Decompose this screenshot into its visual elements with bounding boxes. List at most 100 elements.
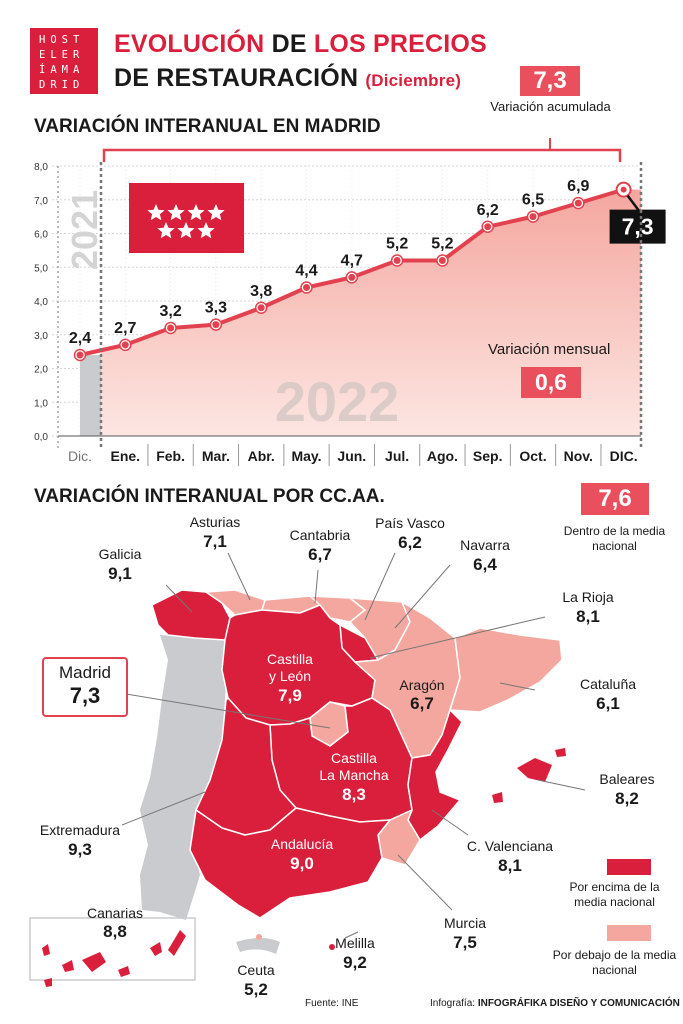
page-title-line2: DE RESTAURACIÓN (Diciembre) bbox=[114, 64, 461, 93]
y-tick-label: 8,0 bbox=[34, 162, 48, 173]
region-name: Murcia bbox=[443, 915, 486, 931]
region-ceuta bbox=[256, 934, 262, 940]
logo-text: DRID bbox=[39, 79, 85, 91]
credit-text: Infografía: INFOGRÁFIKA DISEÑO Y COMUNIC… bbox=[430, 998, 680, 1009]
region-name: Melilla bbox=[335, 935, 375, 951]
y-tick-label: 7,0 bbox=[34, 196, 48, 207]
region-name: Baleares bbox=[599, 771, 655, 787]
flag-star-icon bbox=[207, 204, 225, 221]
data-label: 4,7 bbox=[341, 252, 363, 269]
page-title-line1: EVOLUCIÓN DE LOS PRECIOS bbox=[114, 30, 487, 59]
region-value: 7,3 bbox=[69, 683, 101, 708]
data-label: 6,5 bbox=[522, 192, 544, 209]
map-label-castilla-la-mancha: Castilla bbox=[331, 750, 377, 766]
region-value: 9,0 bbox=[290, 854, 314, 873]
region-value: 5,2 bbox=[244, 980, 268, 999]
region-c-valenciana bbox=[407, 709, 463, 841]
region-value: 8,2 bbox=[615, 789, 639, 808]
data-label: 6,2 bbox=[477, 202, 499, 219]
region-value: 6,2 bbox=[398, 533, 422, 552]
y-tick-label: 1,0 bbox=[34, 398, 48, 409]
region-name: Navarra bbox=[460, 537, 510, 553]
region-value: 6,1 bbox=[596, 694, 620, 713]
data-label: 5,2 bbox=[431, 236, 453, 253]
chart-area-2022 bbox=[101, 189, 641, 436]
hosteleria-madrid-logo: HOST ELER ÍAMA DRID bbox=[30, 28, 98, 94]
last-value-pointer bbox=[626, 194, 641, 213]
title-word: DE RESTAURACIÓN bbox=[114, 64, 359, 92]
region-value: 9,3 bbox=[68, 840, 92, 859]
region-name: C. Valenciana bbox=[466, 838, 554, 854]
data-label: 3,2 bbox=[159, 303, 181, 320]
data-point-core bbox=[348, 273, 356, 281]
data-label: 3,3 bbox=[205, 300, 227, 317]
x-tick-label: Nov. bbox=[564, 448, 593, 464]
x-tick-label: Oct. bbox=[519, 448, 546, 464]
x-tick-label: Feb. bbox=[156, 448, 185, 464]
data-label: 2,7 bbox=[114, 320, 136, 337]
flag-star-icon bbox=[187, 204, 205, 221]
x-tick-label: Sep. bbox=[473, 448, 503, 464]
region-name: Cataluña bbox=[579, 676, 637, 692]
region-value: 6,4 bbox=[473, 555, 497, 574]
region-value: 7,5 bbox=[453, 933, 477, 952]
data-point-core bbox=[484, 223, 492, 231]
data-point-core bbox=[212, 321, 220, 329]
data-label: 2,4 bbox=[69, 330, 91, 347]
year-2021-label: 2021 bbox=[64, 190, 105, 270]
x-tick-label: Abr. bbox=[248, 448, 275, 464]
region-value: 7,9 bbox=[278, 686, 302, 705]
x-tick-label: Jul. bbox=[385, 448, 409, 464]
data-point-core bbox=[121, 341, 129, 349]
y-tick-label: 2,0 bbox=[34, 365, 48, 376]
y-tick-label: 0,0 bbox=[34, 432, 48, 443]
region-name: Galicia bbox=[98, 546, 142, 562]
monthly-variation-badge: 0,6 bbox=[521, 367, 581, 398]
region-andalucia bbox=[189, 807, 391, 919]
section-title-madrid: VARIACIÓN INTERANUAL EN MADRID bbox=[34, 116, 381, 137]
region-name: Madrid bbox=[59, 663, 111, 682]
flag-star-icon bbox=[157, 222, 175, 239]
region-value: 8,1 bbox=[498, 856, 522, 875]
data-point-core bbox=[76, 351, 84, 359]
canarias-inset-frame bbox=[29, 917, 196, 981]
title-suffix: (Diciembre) bbox=[365, 71, 462, 90]
accumulated-bracket bbox=[102, 148, 622, 162]
data-point-core bbox=[529, 213, 537, 221]
region-name: La Rioja bbox=[562, 589, 614, 605]
region-value: 7,1 bbox=[203, 532, 227, 551]
spain-map bbox=[29, 552, 586, 987]
portugal-shape bbox=[140, 635, 226, 920]
madrid-line-chart: 2021 2022 2,4 2,7 3,2 3,3 3,8 4,4 4,7 5,2 5,2 6,2… bbox=[34, 138, 666, 466]
flag-star-icon bbox=[167, 204, 185, 221]
chart-line-layer bbox=[73, 181, 632, 362]
logo-text: HOST bbox=[39, 34, 85, 46]
data-label: 6,9 bbox=[567, 178, 589, 195]
region-value: 9,2 bbox=[343, 953, 367, 972]
region-name: Ceuta bbox=[237, 962, 275, 978]
region-value: 8,1 bbox=[576, 607, 600, 626]
data-label: 4,4 bbox=[295, 263, 317, 280]
map-label-castilla-la-mancha: La Mancha bbox=[319, 767, 389, 783]
region-value: 8,8 bbox=[103, 922, 127, 941]
title-word: DE bbox=[271, 30, 307, 58]
section-title-ccaa: VARIACIÓN INTERANUAL POR CC.AA. bbox=[34, 486, 385, 507]
logo-text: ÍAMA bbox=[39, 64, 85, 76]
region-canarias bbox=[42, 930, 186, 987]
legend-swatch-above bbox=[607, 859, 651, 875]
flag-star-icon bbox=[197, 222, 215, 239]
source-text: Fuente: INE bbox=[305, 998, 359, 1009]
x-tick-label: Mar. bbox=[202, 448, 230, 464]
chart-axis-layer: 0,0 1,0 2,0 3,0 4,0 5,0 6,0 7,0 8,0 Dic. Ene. Feb. M… bbox=[34, 162, 643, 466]
region-baleares bbox=[492, 748, 566, 803]
region-name: Cantabria bbox=[289, 527, 351, 543]
region-value: 9,1 bbox=[108, 564, 132, 583]
national-average-badge: 7,6 bbox=[581, 483, 649, 515]
flag-star-icon bbox=[147, 204, 165, 221]
y-tick-label: 4,0 bbox=[34, 297, 48, 308]
madrid-flag-icon bbox=[129, 183, 244, 253]
legend-label-below: Por debajo de la media nacional bbox=[552, 948, 677, 977]
region-name: País Vasco bbox=[375, 515, 445, 531]
accumulated-badge: 7,3 bbox=[520, 66, 580, 96]
region-name: Andalucía bbox=[270, 836, 334, 852]
